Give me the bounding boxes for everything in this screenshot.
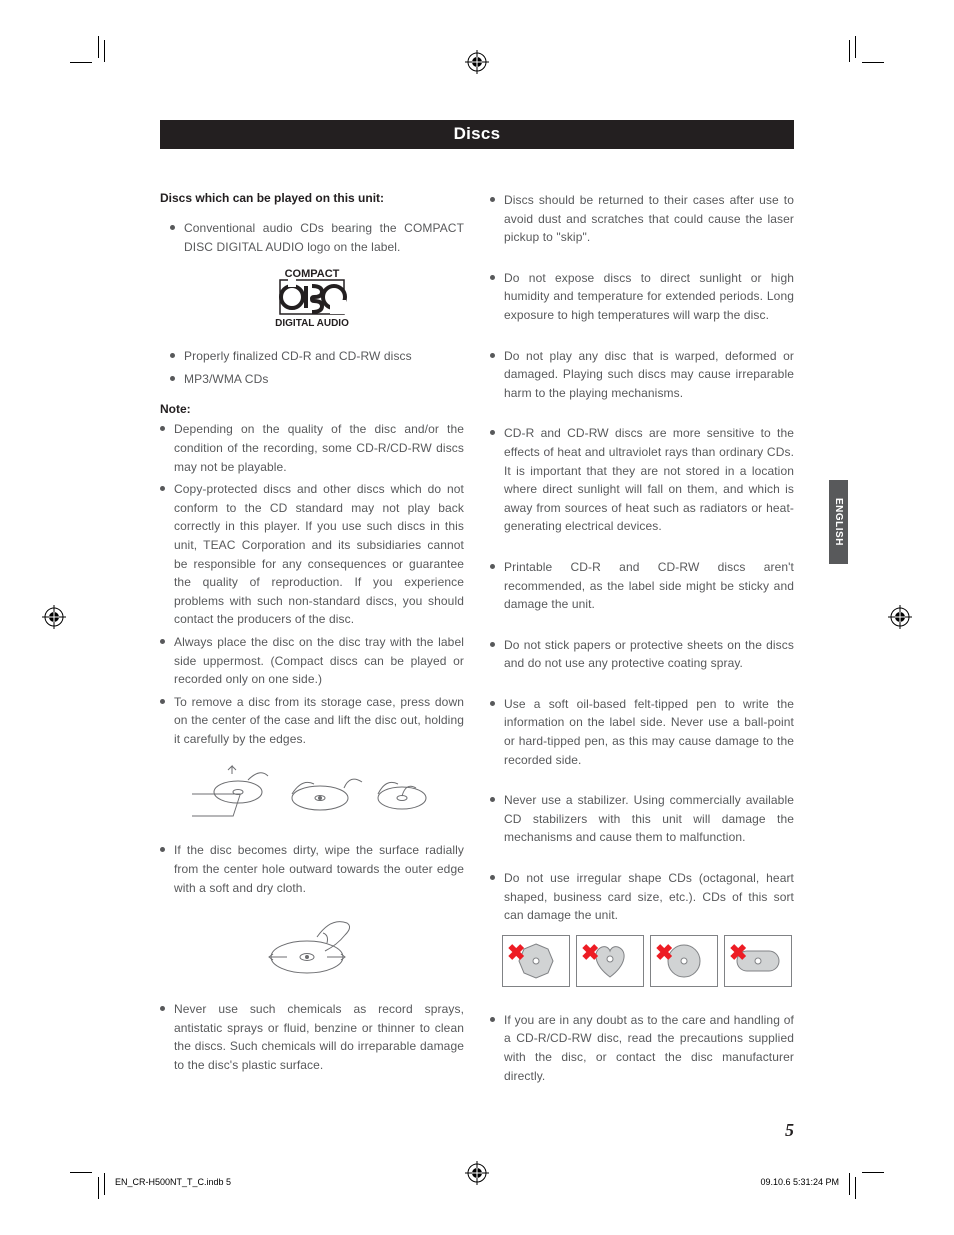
list-item: Never use a stabilizer. Using commercial…: [490, 791, 794, 847]
right-column: Discs should be returned to their cases …: [490, 191, 794, 1089]
disc-handling-illustration: [160, 758, 464, 827]
list-item: If the disc becomes dirty, wipe the surf…: [160, 841, 464, 897]
list-item: Properly finalized CD-R and CD-RW discs: [160, 347, 464, 366]
footer-timestamp: 09.10.6 5:31:24 PM: [760, 1177, 839, 1187]
svg-text:COMPACT: COMPACT: [285, 268, 340, 280]
list-item: Conventional audio CDs bearing the COMPA…: [160, 219, 464, 256]
list-item: Depending on the quality of the disc and…: [160, 420, 464, 476]
list-item: Use a soft oil-based felt-tipped pen to …: [490, 695, 794, 769]
compact-disc-logo: COMPACT DIGITAL AUDIO: [160, 266, 464, 331]
playable-heading: Discs which can be played on this unit:: [160, 191, 464, 205]
list-item: Do not expose discs to direct sunlight o…: [490, 269, 794, 325]
irregular-cd-illustration: ✖ ✖ ✖ ✖: [502, 935, 794, 987]
x-mark-icon: ✖: [655, 940, 673, 966]
page-number: 5: [785, 1120, 794, 1141]
disc-wiping-illustration: [160, 907, 464, 986]
x-mark-icon: ✖: [507, 940, 525, 966]
x-mark-icon: ✖: [581, 940, 599, 966]
list-item: Always place the disc on the disc tray w…: [160, 633, 464, 689]
list-item: To remove a disc from its storage case, …: [160, 693, 464, 749]
list-item: If you are in any doubt as to the care a…: [490, 1011, 794, 1085]
list-item: Copy-protected discs and other discs whi…: [160, 480, 464, 629]
list-item: Do not play any disc that is warped, def…: [490, 347, 794, 403]
note-heading: Note:: [160, 402, 464, 416]
registration-mark-icon: [888, 605, 912, 629]
registration-mark-icon: [465, 50, 489, 74]
svg-text:DIGITAL AUDIO: DIGITAL AUDIO: [275, 318, 349, 328]
registration-mark-icon: [42, 605, 66, 629]
left-column: Discs which can be played on this unit: …: [160, 191, 464, 1089]
list-item: Do not stick papers or protective sheets…: [490, 636, 794, 673]
list-item: Never use such chemicals as record spray…: [160, 1000, 464, 1074]
page-content: Discs ENGLISH Discs which can be played …: [160, 120, 794, 1135]
list-item: Do not use irregular shape CDs (octagona…: [490, 869, 794, 925]
language-tab: ENGLISH: [829, 480, 848, 564]
page-title: Discs: [160, 120, 794, 149]
x-mark-icon: ✖: [729, 940, 747, 966]
list-item: MP3/WMA CDs: [160, 370, 464, 389]
list-item: Discs should be returned to their cases …: [490, 191, 794, 247]
list-item: CD-R and CD-RW discs are more sensitive …: [490, 424, 794, 536]
registration-mark-icon: [465, 1161, 489, 1185]
footer-filename: EN_CR-H500NT_T_C.indb 5: [115, 1177, 231, 1187]
list-item: Printable CD-R and CD-RW discs aren't re…: [490, 558, 794, 614]
